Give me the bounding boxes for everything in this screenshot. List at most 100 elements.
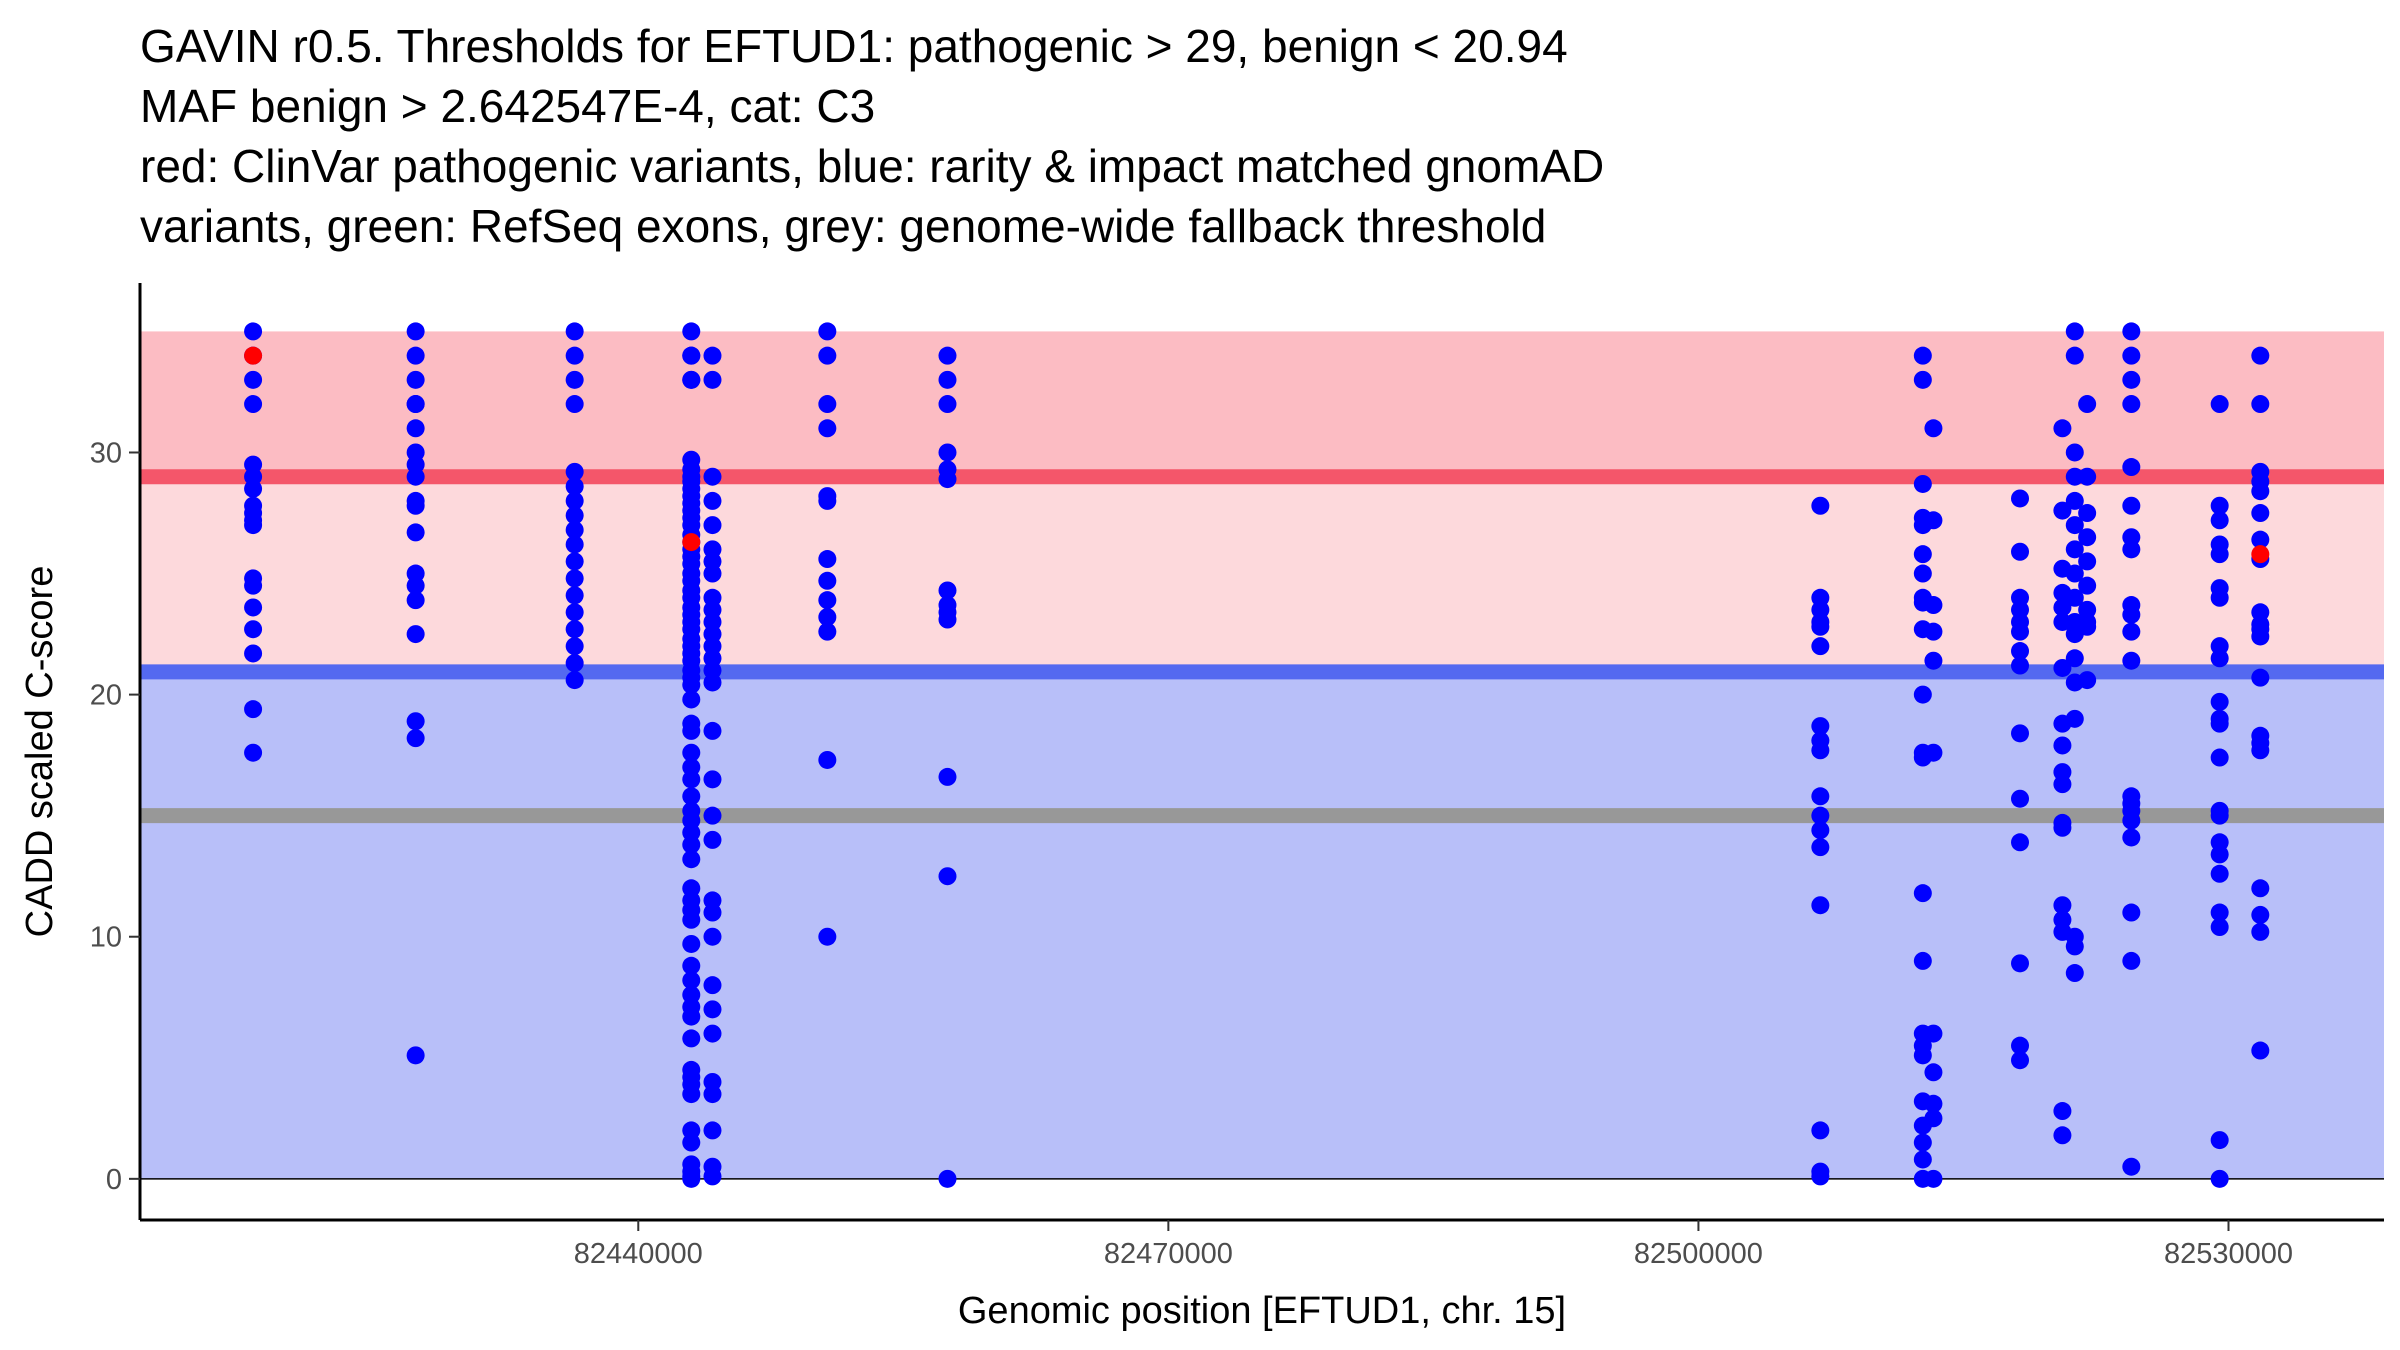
gnomad-variant-point bbox=[1924, 651, 1943, 670]
gnomad-variant-point bbox=[703, 370, 722, 389]
gnomad-variant-point bbox=[2251, 482, 2270, 501]
gnomad-variant-point bbox=[2011, 622, 2030, 641]
gnomad-variant-point bbox=[703, 516, 722, 535]
gnomad-variant-point bbox=[703, 491, 722, 510]
gnomad-variant-point bbox=[938, 767, 957, 786]
gnomad-variant-point bbox=[2065, 564, 2084, 583]
gnomad-variant-point bbox=[2122, 496, 2141, 515]
gnomad-variant-point bbox=[682, 770, 701, 789]
gnomad-variant-point bbox=[2078, 395, 2097, 414]
gnomad-variant-point bbox=[682, 971, 701, 990]
gnomad-variant-point bbox=[2210, 806, 2229, 825]
gnomad-variant-point bbox=[2065, 540, 2084, 559]
gnomad-variant-point bbox=[2251, 905, 2270, 924]
gnomad-variant-point bbox=[244, 516, 263, 535]
gnomad-variant-point bbox=[1924, 1109, 1943, 1128]
gnomad-variant-point bbox=[1913, 685, 1932, 704]
gnomad-variant-point bbox=[1811, 637, 1830, 656]
axes: 82440000 82470000 82500000 82530000 0 10 20 30 bbox=[90, 283, 2384, 1270]
gnomad-variant-point bbox=[938, 395, 957, 414]
gnomad-variant-point bbox=[244, 620, 263, 639]
gnomad-variant-point bbox=[406, 322, 425, 341]
gnomad-variant-point bbox=[682, 1007, 701, 1026]
gnomad-variant-point bbox=[682, 721, 701, 740]
gnomad-variant-point bbox=[565, 346, 584, 365]
gnomad-variant-point bbox=[703, 1085, 722, 1104]
gnomad-variant-point bbox=[406, 625, 425, 644]
gnomad-variant-point bbox=[2122, 458, 2141, 477]
gnomad-variant-point bbox=[565, 477, 584, 496]
title-line-3: red: ClinVar pathogenic variants, blue: … bbox=[140, 140, 1604, 192]
gnomad-variant-point bbox=[565, 654, 584, 673]
gnomad-variant-point bbox=[818, 346, 837, 365]
gnomad-variant-point bbox=[2122, 605, 2141, 624]
gnomad-variant-point bbox=[818, 571, 837, 590]
gnomad-variant-point bbox=[406, 496, 425, 515]
gnomad-variant-point bbox=[703, 903, 722, 922]
gnomad-variant-point bbox=[244, 576, 263, 595]
gnomad-variant-point bbox=[818, 750, 837, 769]
gnomad-variant-point bbox=[2210, 1169, 2229, 1188]
gnomad-variant-point bbox=[938, 470, 957, 489]
gnomad-variant-point bbox=[818, 419, 837, 438]
gnomad-variant-point bbox=[703, 1000, 722, 1019]
data-points bbox=[244, 322, 2270, 1188]
y-tick-label: 20 bbox=[90, 680, 122, 712]
gnomad-variant-point bbox=[2011, 954, 2030, 973]
gnomad-variant-point bbox=[565, 462, 584, 481]
gnomad-variant-point bbox=[2251, 530, 2270, 549]
gnomad-variant-point bbox=[1913, 951, 1932, 970]
gnomad-variant-point bbox=[565, 671, 584, 690]
gnomad-variant-point bbox=[2122, 322, 2141, 341]
gnomad-variant-point bbox=[703, 673, 722, 692]
gnomad-variant-point bbox=[2065, 964, 2084, 983]
gnomad-variant-point bbox=[1924, 622, 1943, 641]
gnomad-variant-point bbox=[406, 370, 425, 389]
gnomad-variant-point bbox=[938, 1169, 957, 1188]
y-tick-label: 30 bbox=[90, 437, 122, 469]
x-axis-title: Genomic position [EFTUD1, chr. 15] bbox=[958, 1290, 1566, 1332]
title-line-1: GAVIN r0.5. Thresholds for EFTUD1: patho… bbox=[140, 20, 1568, 72]
gnomad-variant-point bbox=[682, 370, 701, 389]
chart-title: GAVIN r0.5. Thresholds for EFTUD1: patho… bbox=[140, 20, 1604, 252]
gnomad-variant-point bbox=[2011, 489, 2030, 508]
gnomad-variant-point bbox=[1913, 1133, 1932, 1152]
gnomad-variant-point bbox=[406, 591, 425, 610]
gnomad-variant-point bbox=[2251, 1041, 2270, 1060]
gnomad-variant-point bbox=[682, 1133, 701, 1152]
gnomad-variant-point bbox=[2122, 903, 2141, 922]
gnomad-variant-point bbox=[2078, 671, 2097, 690]
gnomad-variant-point bbox=[682, 322, 701, 341]
gnomad-variant-point bbox=[682, 956, 701, 975]
gnomad-variant-point bbox=[244, 644, 263, 663]
gnomad-variant-point bbox=[2210, 864, 2229, 883]
gnomad-variant-point bbox=[703, 564, 722, 583]
gnomad-variant-point bbox=[818, 395, 837, 414]
gnomad-variant-point bbox=[2122, 828, 2141, 847]
gnomad-variant-point bbox=[1924, 1024, 1943, 1043]
gnomad-variant-point bbox=[406, 729, 425, 748]
gnomad-variant-point bbox=[2011, 724, 2030, 743]
gnomad-variant-point bbox=[1913, 1046, 1932, 1065]
gnomad-variant-point bbox=[565, 552, 584, 571]
gnomad-variant-point bbox=[2011, 542, 2030, 561]
gnomad-variant-point bbox=[1924, 511, 1943, 530]
gnomad-variant-point bbox=[2065, 491, 2084, 510]
x-tick-label: 82440000 bbox=[574, 1238, 703, 1270]
clinvar-pathogenic-point bbox=[2251, 545, 2270, 564]
gnomad-variant-point bbox=[2065, 467, 2084, 486]
gnomad-variant-point bbox=[2210, 588, 2229, 607]
gnomad-variant-point bbox=[2210, 649, 2229, 668]
gnomad-variant-point bbox=[2078, 528, 2097, 547]
gnomad-variant-point bbox=[565, 395, 584, 414]
gnomad-variant-point bbox=[1913, 884, 1932, 903]
gnomad-variant-point bbox=[244, 322, 263, 341]
gnomad-variant-point bbox=[682, 690, 701, 709]
gnomad-variant-point bbox=[703, 1167, 722, 1186]
gnomad-variant-point bbox=[406, 395, 425, 414]
gnomad-variant-point bbox=[2065, 709, 2084, 728]
gnomad-variant-point bbox=[1924, 596, 1943, 615]
gnomad-variant-point bbox=[2210, 692, 2229, 711]
gnomad-variant-point bbox=[2210, 845, 2229, 864]
gnomad-variant-point bbox=[244, 479, 263, 498]
